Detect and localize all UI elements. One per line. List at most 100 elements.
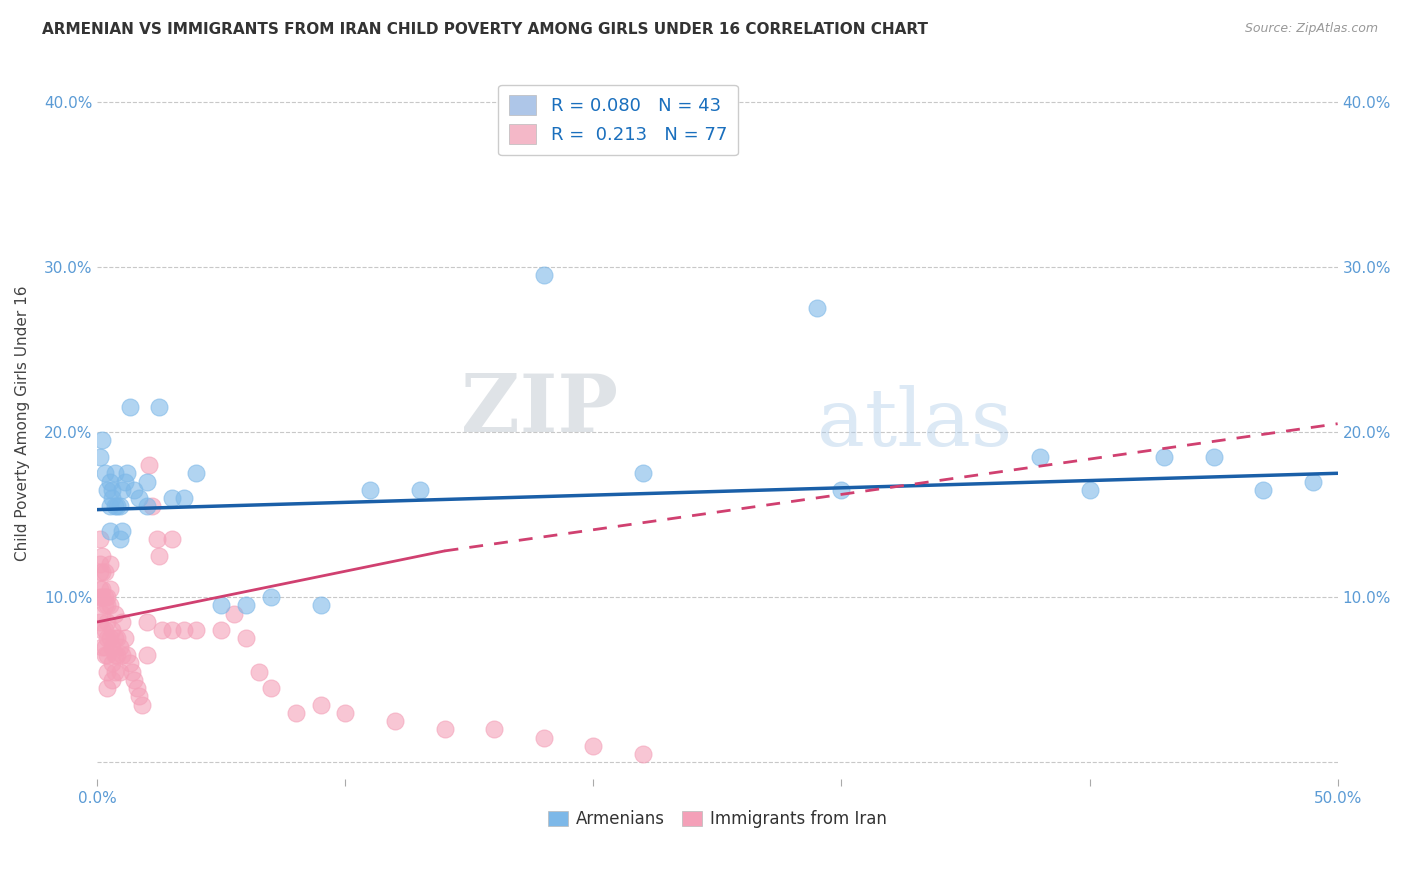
Text: atlas: atlas: [817, 384, 1012, 463]
Point: [98, 500, 121, 514]
Point: [111, 615, 134, 629]
Point: [1202, 450, 1225, 464]
Point: [533, 268, 555, 282]
Point: [105, 500, 128, 514]
Point: [91, 607, 114, 621]
Point: [89, 582, 111, 596]
Point: [148, 549, 170, 563]
Point: [141, 500, 163, 514]
Point: [108, 500, 131, 514]
Point: [104, 665, 127, 679]
Point: [115, 648, 138, 662]
Point: [89, 450, 111, 464]
Point: [96, 590, 118, 604]
Point: [104, 467, 127, 481]
Point: [1153, 450, 1175, 464]
Point: [98, 599, 121, 613]
Point: [309, 698, 332, 712]
Point: [89, 533, 111, 547]
Point: [115, 467, 138, 481]
Point: [284, 706, 307, 720]
Point: [89, 590, 111, 604]
Text: Source: ZipAtlas.com: Source: ZipAtlas.com: [1244, 22, 1378, 36]
Point: [96, 681, 118, 695]
Point: [91, 640, 114, 654]
Point: [1078, 483, 1101, 497]
Point: [104, 500, 127, 514]
Point: [1302, 475, 1324, 489]
Point: [118, 400, 141, 414]
Point: [173, 491, 195, 505]
Point: [111, 648, 134, 662]
Point: [135, 475, 157, 489]
Point: [148, 400, 170, 414]
Point: [91, 549, 114, 563]
Point: [101, 657, 124, 671]
Point: [104, 648, 127, 662]
Point: [118, 657, 141, 671]
Point: [104, 607, 127, 621]
Point: [121, 665, 143, 679]
Point: [146, 533, 169, 547]
Point: [101, 640, 124, 654]
Point: [105, 632, 128, 646]
Point: [125, 681, 148, 695]
Point: [135, 615, 157, 629]
Point: [93, 467, 115, 481]
Point: [98, 632, 121, 646]
Point: [93, 599, 115, 613]
Point: [93, 624, 115, 638]
Point: [806, 301, 828, 315]
Point: [96, 648, 118, 662]
Point: [160, 624, 183, 638]
Point: [186, 624, 208, 638]
Point: [101, 673, 124, 687]
Point: [1251, 483, 1274, 497]
Point: [222, 607, 245, 621]
Y-axis label: Child Poverty Among Girls Under 16: Child Poverty Among Girls Under 16: [15, 286, 30, 561]
Point: [260, 681, 283, 695]
Point: [359, 483, 381, 497]
Point: [124, 673, 146, 687]
Point: [260, 590, 283, 604]
Point: [108, 665, 131, 679]
Point: [104, 632, 127, 646]
Point: [93, 566, 115, 580]
Point: [114, 632, 136, 646]
Point: [93, 590, 115, 604]
Point: [631, 467, 654, 481]
Point: [209, 599, 232, 613]
Text: ARMENIAN VS IMMIGRANTS FROM IRAN CHILD POVERTY AMONG GIRLS UNDER 16 CORRELATION : ARMENIAN VS IMMIGRANTS FROM IRAN CHILD P…: [42, 22, 928, 37]
Point: [138, 458, 160, 472]
Point: [160, 491, 183, 505]
Point: [631, 747, 654, 761]
Point: [582, 739, 605, 753]
Point: [384, 714, 406, 728]
Point: [131, 698, 153, 712]
Point: [128, 491, 150, 505]
Point: [114, 475, 136, 489]
Point: [160, 533, 183, 547]
Point: [91, 590, 114, 604]
Point: [124, 483, 146, 497]
Point: [96, 665, 118, 679]
Point: [111, 524, 134, 538]
Point: [1029, 450, 1052, 464]
Point: [98, 475, 121, 489]
Point: [96, 615, 118, 629]
Point: [235, 599, 257, 613]
Point: [108, 533, 131, 547]
Point: [409, 483, 432, 497]
Point: [105, 648, 128, 662]
Point: [96, 483, 118, 497]
Point: [533, 731, 555, 745]
Point: [89, 566, 111, 580]
Point: [96, 632, 118, 646]
Point: [235, 632, 257, 646]
Point: [173, 624, 195, 638]
Point: [247, 665, 270, 679]
Point: [98, 582, 121, 596]
Point: [128, 690, 150, 704]
Point: [150, 624, 173, 638]
Point: [482, 723, 505, 737]
